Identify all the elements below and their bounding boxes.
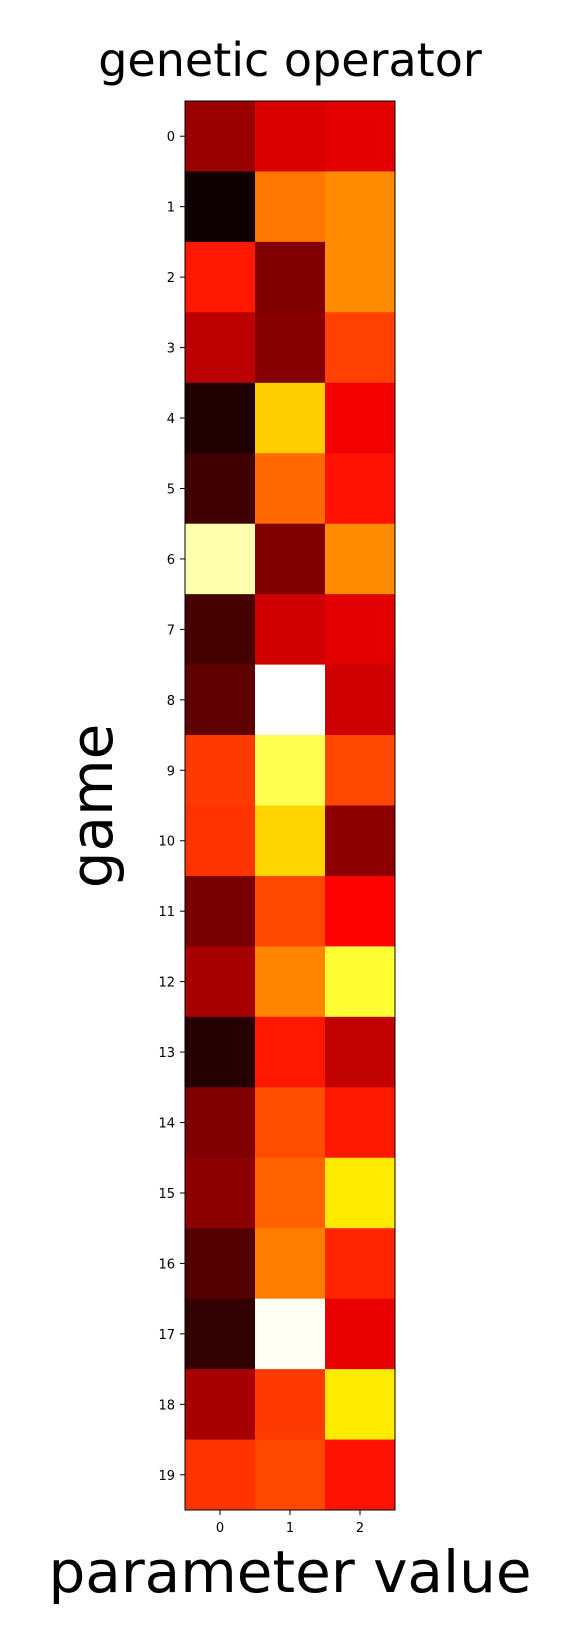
y-tick-label: 8 [167, 694, 175, 709]
heatmap-cell [185, 1087, 256, 1159]
heatmap-cell [255, 382, 326, 454]
heatmap-cell [255, 1087, 326, 1159]
y-tick-label: 0 [167, 130, 175, 145]
heatmap-cell [185, 382, 256, 454]
heatmap-cell [185, 805, 256, 877]
heatmap-cell [325, 1087, 396, 1159]
heatmap-cell [325, 664, 396, 736]
y-tick-label: 6 [167, 553, 175, 568]
heatmap-cell [185, 1298, 256, 1370]
heatmap-cells [185, 101, 396, 1511]
heatmap-cell [255, 312, 326, 384]
heatmap-cell [325, 1157, 396, 1229]
heatmap-cell [255, 875, 326, 947]
heatmap-cell [185, 1016, 256, 1088]
heatmap-cell [185, 1157, 256, 1229]
heatmap-cell [325, 312, 396, 384]
heatmap-cell [255, 1228, 326, 1300]
y-tick-label: 9 [167, 764, 175, 779]
heatmap-cell [325, 1298, 396, 1370]
heatmap-cell [325, 735, 396, 806]
heatmap-cell [185, 241, 256, 313]
heatmap-cell [325, 1369, 396, 1441]
heatmap-cell [325, 805, 396, 877]
heatmap-cell [325, 101, 396, 172]
y-tick-label: 16 [158, 1257, 175, 1272]
y-tick-label: 10 [158, 835, 175, 850]
heatmap-cell [185, 946, 256, 1018]
heatmap-cell [325, 523, 396, 595]
heatmap-cell [255, 1439, 326, 1511]
y-tick-label: 1 [167, 201, 175, 216]
heatmap-cell [185, 1439, 256, 1511]
heatmap-cell [325, 1228, 396, 1300]
heatmap-cell [185, 594, 256, 666]
heatmap-cell [325, 946, 396, 1018]
heatmap-cell [255, 946, 326, 1018]
y-tick-label: 19 [158, 1469, 175, 1484]
heatmap-cell [185, 664, 256, 736]
x-axis-ticks: 0 1 2 [216, 1510, 364, 1536]
y-tick-label: 18 [158, 1398, 175, 1413]
heatmap-cell [255, 453, 326, 525]
heatmap-cell [325, 241, 396, 313]
heatmap-cell [325, 1016, 396, 1088]
heatmap-cell [185, 101, 256, 172]
heatmap-cell [185, 453, 256, 525]
heatmap-cell [185, 1369, 256, 1441]
heatmap-cell [185, 523, 256, 595]
y-tick-label: 15 [158, 1187, 175, 1202]
heatmap-cell [185, 312, 256, 384]
heatmap-cell [255, 594, 326, 666]
heatmap-cell [185, 875, 256, 947]
heatmap-cell [255, 1298, 326, 1370]
heatmap-cell [325, 453, 396, 525]
heatmap-cell [325, 594, 396, 666]
y-axis-label: game [58, 724, 126, 889]
y-tick-label: 11 [158, 905, 175, 920]
y-tick-label: 14 [158, 1117, 175, 1132]
y-tick-label: 5 [167, 482, 175, 497]
heatmap-cell [255, 241, 326, 313]
x-tick-label: 0 [216, 1521, 224, 1536]
heatmap-cell [255, 523, 326, 595]
heatmap-cell [325, 875, 396, 947]
chart-title: genetic operator [98, 33, 482, 87]
heatmap-cell [255, 805, 326, 877]
heatmap-cell [255, 171, 326, 243]
x-tick-label: 1 [286, 1521, 294, 1536]
heatmap-cell [325, 1439, 396, 1511]
heatmap-cell [325, 171, 396, 243]
heatmap-cell [185, 171, 256, 243]
y-tick-label: 3 [167, 342, 175, 357]
y-tick-label: 2 [167, 271, 175, 286]
heatmap-cell [255, 664, 326, 736]
heatmap-cell [185, 735, 256, 806]
heatmap-cell [255, 101, 326, 172]
y-tick-label: 13 [158, 1046, 175, 1061]
y-tick-label: 4 [167, 412, 175, 427]
heatmap-cell [255, 1157, 326, 1229]
heatmap-cell [255, 1016, 326, 1088]
x-tick-label: 2 [356, 1521, 364, 1536]
y-tick-label: 12 [158, 976, 175, 991]
x-axis-label: parameter value [48, 1538, 531, 1606]
y-tick-label: 7 [167, 623, 175, 638]
heatmap-cell [255, 735, 326, 806]
y-tick-label: 17 [158, 1328, 175, 1343]
heatmap-cell [185, 1228, 256, 1300]
heatmap-cell [325, 382, 396, 454]
heatmap-cell [255, 1369, 326, 1441]
